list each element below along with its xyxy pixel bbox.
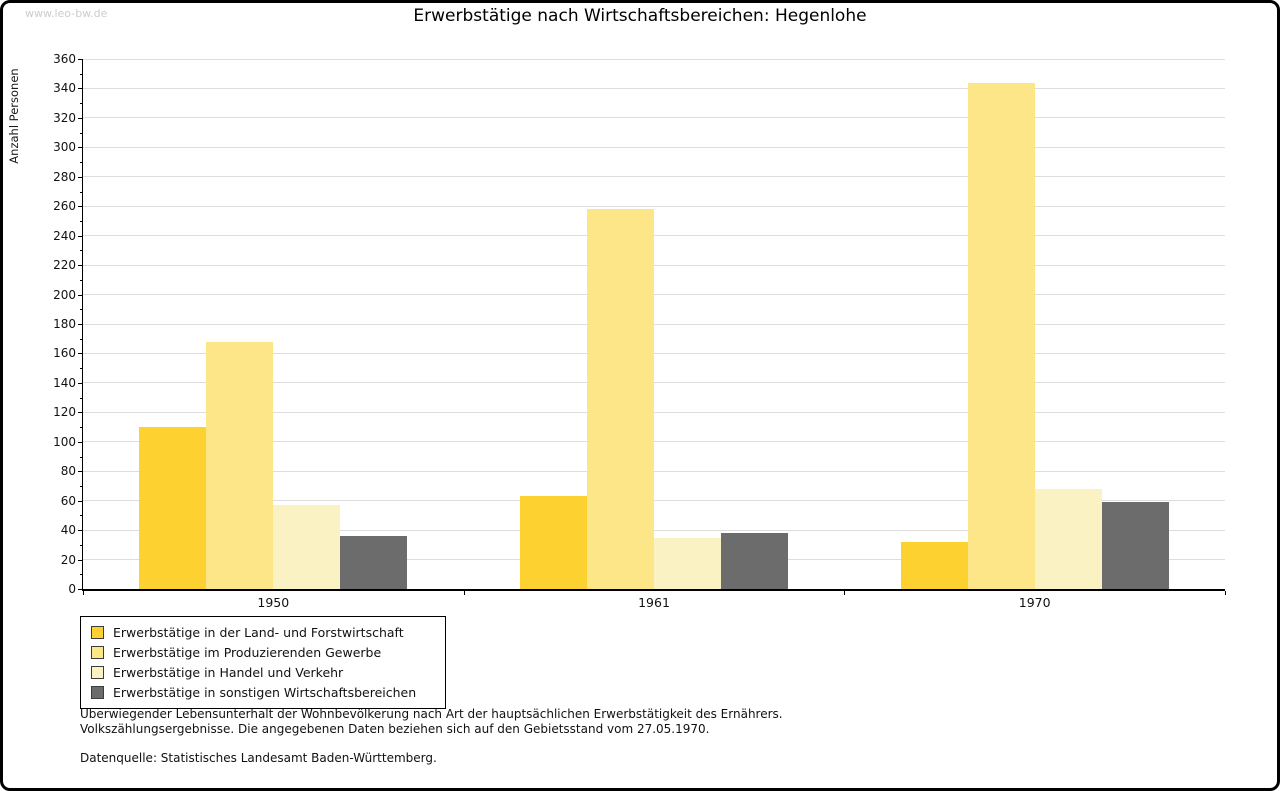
- y-tick-label: 0: [68, 582, 76, 596]
- x-tick: [844, 591, 846, 595]
- y-tick-label: 260: [53, 199, 76, 214]
- legend-label: Erwerbstätige in sonstigen Wirtschaftsbe…: [113, 684, 417, 700]
- y-tick-label: 120: [53, 405, 76, 420]
- y-major-tick: [78, 117, 83, 119]
- legend-item: Erwerbstätige in Handel und Verkehr: [87, 662, 437, 682]
- y-major-tick: [78, 206, 83, 208]
- gridline: [83, 146, 1225, 148]
- y-major-tick: [78, 294, 83, 296]
- bar-series2-1970: [967, 82, 1035, 589]
- gridline: [83, 411, 1225, 413]
- gridline: [83, 382, 1225, 384]
- footnote-line-1: Überwiegender Lebensunterhalt der Wohnbe…: [80, 707, 783, 721]
- x-tick-label: 1950: [257, 595, 290, 610]
- bar-series3-1970: [1034, 488, 1102, 589]
- bar-series3-1961: [654, 537, 721, 589]
- y-tick-label: 360: [53, 52, 76, 66]
- bar-series2-1950: [206, 341, 274, 589]
- gridline: [83, 352, 1225, 354]
- x-tick: [83, 591, 84, 595]
- legend-item: Erwerbstätige im Produzierenden Gewerbe: [87, 642, 437, 662]
- gridline: [83, 205, 1225, 207]
- watermark-leo-bw: www.leo-bw.de: [25, 7, 108, 20]
- y-tick-label: 200: [53, 287, 76, 302]
- y-axis-line: [81, 59, 83, 591]
- bar-series1-1950: [139, 427, 207, 589]
- legend-swatch-series4: [91, 685, 104, 699]
- y-major-tick: [78, 59, 83, 60]
- y-tick-label: 240: [53, 228, 76, 243]
- y-tick-label: 60: [60, 493, 76, 508]
- legend-swatch-series3: [91, 665, 104, 679]
- y-major-tick: [78, 235, 83, 237]
- legend-label: Erwerbstätige in der Land- und Forstwirt…: [113, 624, 404, 640]
- y-major-tick: [78, 589, 83, 590]
- y-tick-label: 100: [53, 434, 76, 449]
- y-major-tick: [78, 265, 83, 267]
- legend-label: Erwerbstätige im Produzierenden Gewerbe: [113, 644, 382, 660]
- gridline: [83, 58, 1225, 60]
- y-major-tick: [78, 412, 83, 414]
- y-major-tick: [78, 88, 83, 90]
- y-major-tick: [78, 441, 83, 443]
- gridline: [83, 470, 1225, 472]
- gridline: [83, 500, 1225, 502]
- bar-series4-1970: [1101, 502, 1169, 589]
- gridline: [83, 294, 1225, 296]
- gridline: [83, 87, 1225, 89]
- footnote-line-2: Volkszählungsergebnisse. Die angegebenen…: [80, 721, 710, 736]
- y-major-tick: [78, 176, 83, 178]
- y-major-tick: [78, 471, 83, 473]
- y-tick-label: 40: [60, 523, 76, 538]
- x-tick: [1225, 591, 1226, 595]
- gridline: [83, 264, 1225, 266]
- bar-series2-1961: [587, 209, 654, 589]
- y-tick-label: 280: [53, 169, 76, 184]
- x-axis-line: [81, 589, 1225, 591]
- y-major-tick: [78, 353, 83, 355]
- gridline: [83, 441, 1225, 443]
- legend-label: Erwerbstätige in Handel und Verkehr: [113, 664, 344, 680]
- y-tick-label: 320: [53, 110, 76, 125]
- gridline: [83, 323, 1225, 325]
- footnotes: Überwiegender Lebensunterhalt der Wohnbe…: [80, 707, 783, 766]
- gridline: [83, 235, 1225, 237]
- gridline: [83, 529, 1225, 531]
- data-source-note: Datenquelle: Statistisches Landesamt Bad…: [80, 751, 437, 765]
- y-major-tick: [78, 147, 83, 149]
- y-tick-label: 20: [60, 552, 76, 567]
- chart-title: Erwerbstätige nach Wirtschaftsbereichen:…: [413, 6, 867, 26]
- x-tick-label: 1961: [638, 595, 670, 610]
- legend-box: Erwerbstätige in der Land- und Forstwirt…: [80, 616, 446, 709]
- y-tick-label: 140: [53, 375, 76, 390]
- y-major-tick: [78, 530, 83, 532]
- legend-item: Erwerbstätige in sonstigen Wirtschaftsbe…: [87, 682, 437, 702]
- y-tick-label: 160: [53, 346, 76, 361]
- bar-series1-1961: [520, 496, 587, 590]
- y-tick-label: 180: [53, 317, 76, 331]
- y-tick-label: 340: [53, 81, 76, 96]
- bar-series4-1961: [721, 533, 788, 589]
- y-major-tick: [78, 382, 83, 384]
- y-major-tick: [78, 324, 83, 325]
- x-tick-label: 1970: [1018, 595, 1051, 610]
- y-tick-label: 300: [53, 140, 76, 155]
- bar-series4-1950: [340, 536, 408, 589]
- legend-swatch-series2: [91, 645, 104, 659]
- x-tick: [463, 591, 465, 595]
- y-tick-label: 80: [60, 464, 76, 479]
- gridline: [83, 176, 1225, 178]
- y-major-tick: [78, 559, 83, 561]
- bar-series3-1950: [273, 505, 341, 589]
- y-tick-label: 220: [53, 258, 76, 273]
- bar-series1-1970: [900, 541, 968, 589]
- gridline: [83, 117, 1225, 119]
- y-major-tick: [78, 500, 83, 502]
- legend-item: Erwerbstätige in der Land- und Forstwirt…: [87, 622, 437, 642]
- legend-swatch-series1: [91, 625, 104, 639]
